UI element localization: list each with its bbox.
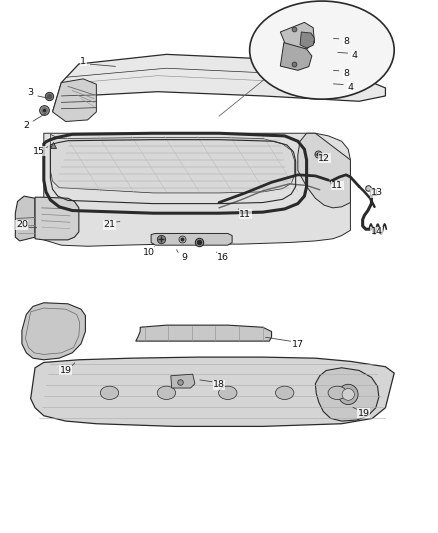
Polygon shape (50, 134, 294, 193)
Text: 12: 12 (318, 154, 330, 163)
Text: 8: 8 (343, 37, 349, 46)
Polygon shape (136, 325, 272, 341)
Ellipse shape (342, 389, 354, 400)
Polygon shape (280, 22, 314, 49)
Polygon shape (280, 43, 312, 70)
Text: 17: 17 (292, 340, 304, 349)
Polygon shape (22, 303, 85, 360)
Polygon shape (15, 196, 35, 241)
Ellipse shape (250, 1, 394, 99)
Text: 11: 11 (331, 181, 343, 190)
Text: 10: 10 (143, 248, 155, 256)
Text: 4: 4 (347, 83, 353, 92)
Polygon shape (53, 79, 96, 122)
Ellipse shape (338, 384, 358, 405)
Polygon shape (53, 54, 385, 112)
Polygon shape (151, 233, 232, 245)
Text: 4: 4 (352, 52, 358, 60)
Ellipse shape (100, 386, 119, 400)
Polygon shape (31, 357, 394, 426)
Polygon shape (298, 133, 350, 208)
Text: 9: 9 (181, 253, 187, 262)
Text: 16: 16 (217, 253, 230, 262)
Ellipse shape (157, 386, 176, 400)
Text: 14: 14 (371, 228, 383, 236)
Polygon shape (44, 133, 350, 246)
Polygon shape (300, 32, 314, 48)
Text: 15: 15 (33, 147, 46, 156)
Ellipse shape (276, 386, 294, 400)
Text: 2: 2 (23, 121, 29, 130)
Text: 19: 19 (357, 409, 370, 417)
Text: 18: 18 (213, 381, 225, 389)
Polygon shape (171, 374, 195, 388)
Text: 8: 8 (343, 69, 349, 78)
Polygon shape (35, 197, 79, 240)
Text: 1: 1 (80, 57, 86, 66)
Polygon shape (315, 368, 379, 421)
Text: 11: 11 (239, 210, 251, 219)
Ellipse shape (328, 386, 346, 400)
Text: 19: 19 (60, 366, 72, 375)
Text: 13: 13 (371, 189, 383, 197)
Text: 21: 21 (103, 221, 116, 229)
Ellipse shape (219, 386, 237, 400)
Text: 3: 3 (28, 88, 34, 97)
Text: 20: 20 (16, 221, 28, 229)
